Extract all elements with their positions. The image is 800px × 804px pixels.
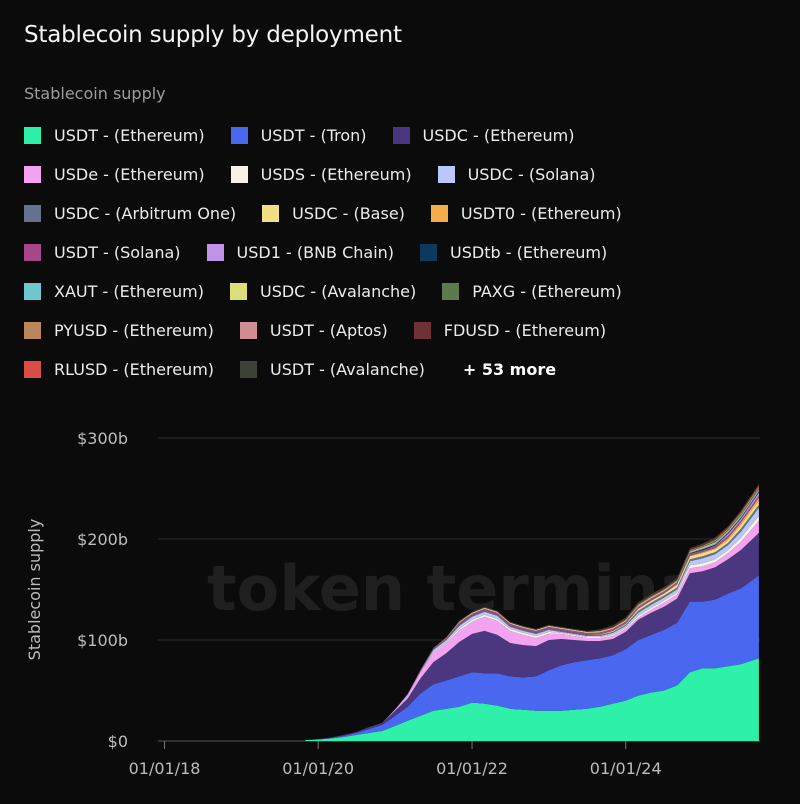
- area-series: [305, 484, 759, 741]
- legend-swatch: [413, 322, 431, 339]
- legend-label: USD1 - (BNB Chain): [236, 243, 395, 262]
- legend-label: PYUSD - (Ethereum): [54, 321, 214, 340]
- legend-label: USDC - (Avalanche): [259, 282, 417, 301]
- legend-swatch: [392, 127, 410, 144]
- legend-swatch: [24, 322, 41, 339]
- legend-item[interactable]: USDC - (Arbitrum One): [24, 204, 236, 223]
- y-axis-label: Stablecoin supply: [25, 519, 44, 661]
- legend-swatch: [206, 244, 224, 261]
- legend-item[interactable]: USDS - (Ethereum): [230, 165, 412, 184]
- x-tick-label: 01/01/18: [129, 759, 201, 778]
- x-tick-label: 01/01/20: [282, 759, 354, 778]
- legend-item[interactable]: USDC - (Base): [262, 204, 405, 223]
- legend-swatch: [230, 166, 248, 183]
- legend-more-link[interactable]: + 53 more: [462, 360, 557, 379]
- legend-swatch: [24, 244, 41, 261]
- legend-label: USDC - (Ethereum): [422, 126, 575, 145]
- chart-title: Stablecoin supply by deployment: [24, 22, 402, 48]
- legend-label: USDT - (Aptos): [269, 321, 388, 340]
- legend-item[interactable]: USDT - (Ethereum): [24, 126, 205, 145]
- legend-swatch: [24, 127, 41, 144]
- x-tick-label: 01/01/22: [436, 759, 508, 778]
- legend-label: USDe - (Ethereum): [54, 165, 205, 184]
- axes: $0 $100b $200b $300b 01/01/18 01/01/20 01/01/2…: [77, 429, 662, 778]
- x-tick-label: 01/01/24: [590, 759, 662, 778]
- legend-item[interactable]: USDC - (Solana): [437, 165, 596, 184]
- legend-item[interactable]: USDT - (Solana): [24, 243, 181, 262]
- legend-swatch: [239, 322, 257, 339]
- legend-row: RLUSD - (Ethereum) USDT - (Avalanche) + 53…: [24, 350, 764, 389]
- legend-label: FDUSD - (Ethereum): [443, 321, 607, 340]
- legend-swatch: [262, 205, 280, 222]
- legend-label: USDC - (Base): [292, 204, 405, 223]
- legend-item[interactable]: USDT - (Avalanche): [240, 360, 425, 379]
- y-tick-label: $200b: [77, 530, 128, 549]
- legend-label: XAUT - (Ethereum): [54, 282, 204, 301]
- legend-swatch: [24, 283, 41, 300]
- legend-item[interactable]: USDC - (Ethereum): [392, 126, 575, 145]
- legend-label: USDC - (Arbitrum One): [54, 204, 237, 223]
- legend-item[interactable]: USDT - (Tron): [230, 126, 367, 145]
- legend-item[interactable]: PAXG - (Ethereum): [442, 282, 622, 301]
- legend-item[interactable]: USD1 - (BNB Chain): [206, 243, 395, 262]
- area-series-0[interactable]: [305, 658, 759, 741]
- legend-heading: Stablecoin supply: [24, 84, 166, 103]
- legend-row: USDC - (Arbitrum One) USDC - (Base) USDT0 …: [24, 194, 764, 233]
- legend-row: XAUT - (Ethereum) USDC - (Avalanche) PAXG …: [24, 272, 764, 311]
- area-series-2[interactable]: [305, 532, 759, 740]
- legend-swatch: [229, 283, 247, 300]
- chart-area: token terminal_ $0 $100b $200b $300b 01/01/1…: [0, 420, 800, 800]
- legend-label: USDT0 - (Ethereum): [460, 204, 622, 223]
- legend-swatch: [230, 127, 248, 144]
- legend-label: RLUSD - (Ethereum): [54, 360, 215, 379]
- legend-row: USDe - (Ethereum) USDS - (Ethereum) USDC -…: [24, 155, 764, 194]
- y-tick-label: $300b: [77, 429, 128, 448]
- stacked-area-chart: token terminal_ $0$100b$200b$300b01/01/1…: [25, 429, 760, 778]
- legend-item[interactable]: USDtb - (Ethereum): [420, 243, 607, 262]
- legend-swatch: [442, 283, 460, 300]
- legend-item[interactable]: USDT0 - (Ethereum): [430, 204, 622, 223]
- legend-label: USDT - (Avalanche): [270, 360, 425, 379]
- legend-item[interactable]: USDe - (Ethereum): [24, 165, 205, 184]
- legend-row: PYUSD - (Ethereum) USDT - (Aptos) FDUSD - …: [24, 311, 764, 350]
- legend-swatch: [240, 361, 258, 378]
- legend-swatch: [437, 166, 455, 183]
- legend-item[interactable]: XAUT - (Ethereum): [24, 282, 204, 301]
- legend-label: PAXG - (Ethereum): [472, 282, 622, 301]
- legend-item[interactable]: PYUSD - (Ethereum): [24, 321, 214, 340]
- legend-item[interactable]: USDC - (Avalanche): [229, 282, 417, 301]
- legend-swatch: [420, 244, 438, 261]
- y-tick-label: $0: [108, 732, 128, 751]
- legend: USDT - (Ethereum) USDT - (Tron) USDC - (Et…: [24, 116, 764, 389]
- y-tick-label: $100b: [77, 631, 128, 650]
- legend-label: USDC - (Solana): [467, 165, 596, 184]
- legend-label: USDT - (Tron): [260, 126, 367, 145]
- legend-swatch: [24, 361, 41, 378]
- legend-swatch: [24, 205, 41, 222]
- area-series-1[interactable]: [305, 575, 759, 740]
- legend-row: USDT - (Ethereum) USDT - (Tron) USDC - (Et…: [24, 116, 764, 155]
- legend-label: USDS - (Ethereum): [260, 165, 412, 184]
- legend-label: USDT - (Ethereum): [54, 126, 205, 145]
- legend-item[interactable]: RLUSD - (Ethereum): [24, 360, 214, 379]
- legend-item[interactable]: USDT - (Aptos): [239, 321, 388, 340]
- legend-row: USDT - (Solana) USD1 - (BNB Chain) USDtb -…: [24, 233, 764, 272]
- legend-swatch: [430, 205, 448, 222]
- legend-label: USDtb - (Ethereum): [450, 243, 608, 262]
- legend-swatch: [24, 166, 41, 183]
- legend-item[interactable]: FDUSD - (Ethereum): [413, 321, 607, 340]
- legend-label: USDT - (Solana): [54, 243, 181, 262]
